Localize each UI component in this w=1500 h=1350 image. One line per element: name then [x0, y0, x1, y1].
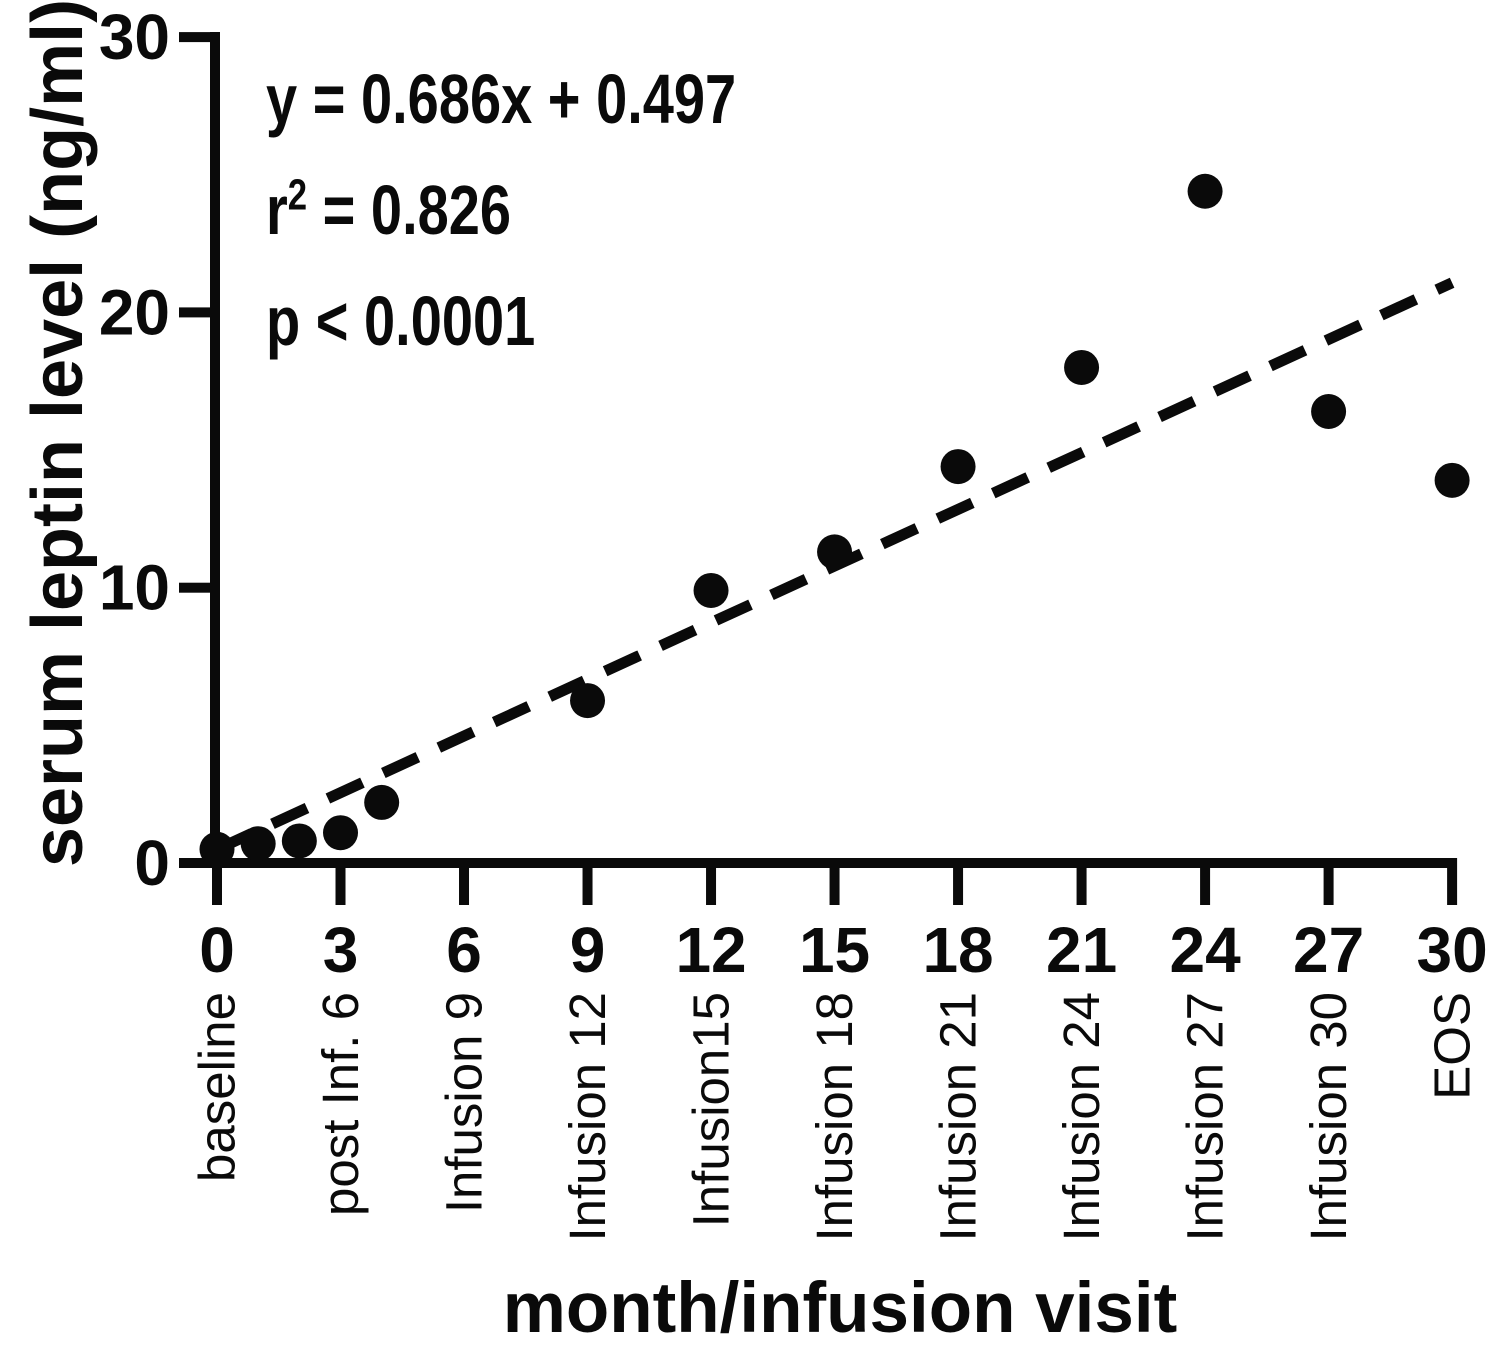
- y-tick-label: 30: [99, 1, 170, 73]
- data-point: [323, 815, 359, 851]
- data-point: [940, 449, 976, 485]
- x-axis-tick: [1323, 858, 1334, 905]
- y-tick-label: 20: [99, 276, 170, 348]
- x-tick-label: 15: [799, 914, 870, 986]
- r-squared-rest: = 0.826: [307, 171, 512, 249]
- x-tick-label: 0: [199, 914, 235, 986]
- y-tick-label: 0: [134, 827, 170, 899]
- y-axis-tick: [179, 307, 216, 318]
- x-tick-label: 27: [1293, 914, 1364, 986]
- x-visit-label: EOS: [1424, 992, 1481, 1100]
- x-axis-tick: [1076, 858, 1087, 905]
- x-visit-label: Infusion 24: [1053, 992, 1110, 1242]
- data-point: [693, 572, 729, 608]
- regression-equation: y = 0.686x + 0.497: [266, 60, 737, 138]
- x-visit-label: Infusion 27: [1177, 992, 1234, 1242]
- y-axis-title: serum leptin level (ng/ml): [18, 0, 98, 868]
- data-point: [364, 784, 400, 820]
- r-squared-exponent: 2: [287, 171, 308, 220]
- x-visit-label: Infusion 18: [806, 992, 863, 1242]
- x-tick-label: 21: [1046, 914, 1117, 986]
- y-axis-tick: [179, 582, 216, 593]
- data-point: [817, 534, 853, 570]
- x-visit-label: post Inf. 6: [312, 992, 369, 1216]
- y-axis-spine: [210, 32, 220, 868]
- data-point: [1434, 462, 1470, 498]
- p-value: p < 0.0001: [266, 282, 536, 360]
- y-tick-label: 10: [99, 552, 170, 624]
- data-point: [240, 826, 276, 862]
- x-tick-label: 24: [1169, 914, 1241, 986]
- x-axis-tick: [829, 858, 840, 905]
- r-squared-value: r2 = 0.826: [266, 155, 736, 266]
- x-visit-label: Infusion 30: [1300, 992, 1357, 1242]
- x-tick-label: 30: [1417, 914, 1488, 986]
- data-point: [1064, 349, 1100, 385]
- data-point: [570, 683, 606, 719]
- data-point: [1187, 173, 1223, 209]
- x-tick-label: 12: [675, 914, 746, 986]
- x-tick-label: 9: [570, 914, 606, 986]
- x-axis-tick: [335, 858, 346, 905]
- x-axis-tick: [212, 858, 222, 905]
- data-point: [281, 823, 317, 859]
- x-visit-label: Infusion15: [683, 992, 740, 1227]
- r-squared-base: r: [266, 171, 288, 249]
- x-visit-label: Infusion 9: [436, 992, 493, 1213]
- x-tick-label: 6: [446, 914, 482, 986]
- x-visit-label: Infusion 12: [559, 992, 616, 1242]
- x-axis-tick: [582, 858, 593, 905]
- y-axis-tick: [179, 32, 216, 43]
- x-axis-tick: [1200, 858, 1211, 905]
- x-tick-label: 18: [922, 914, 993, 986]
- y-axis-tick: [179, 858, 216, 868]
- x-axis-tick: [1447, 858, 1458, 905]
- x-visit-label: Infusion 21: [930, 992, 987, 1242]
- data-point: [1311, 394, 1347, 430]
- x-tick-label: 3: [323, 914, 359, 986]
- regression-annotation: y = 0.686x + 0.497 r2 = 0.826 p < 0.0001: [266, 44, 736, 377]
- data-point: [199, 831, 235, 867]
- x-axis-tick: [459, 858, 470, 905]
- x-axis-tick: [706, 858, 717, 905]
- x-visit-label: baseline: [189, 992, 246, 1182]
- x-axis-title: month/infusion visit: [502, 1269, 1178, 1348]
- x-axis-tick: [953, 858, 964, 905]
